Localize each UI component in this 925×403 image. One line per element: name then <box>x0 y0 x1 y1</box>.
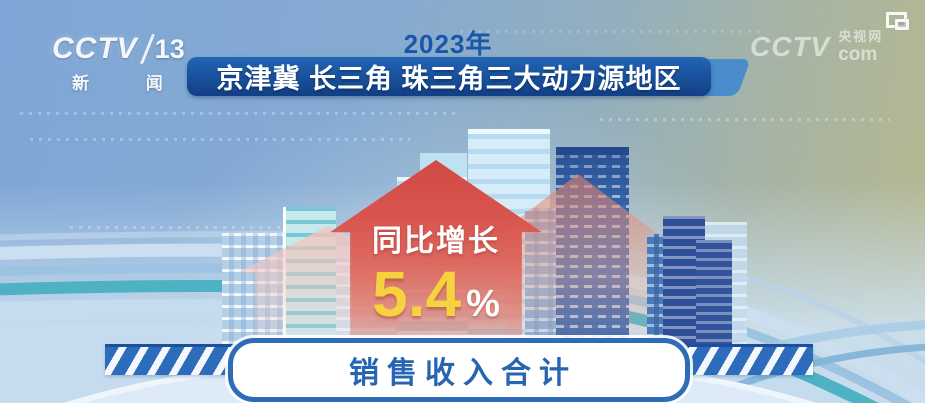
growth-value: 5.4 <box>372 258 462 330</box>
watermark-site-name: 央视网 <box>838 29 884 44</box>
metric-pill: 销售收入合计 <box>228 338 690 402</box>
channel-logo: CCTV 13 新 闻 <box>52 32 189 94</box>
data-noise <box>70 226 330 229</box>
region-banner-label: 京津冀 长三角 珠三角三大动力源地区 <box>216 64 682 94</box>
channel-brand: CCTV <box>52 32 138 65</box>
channel-number: 13 <box>154 33 185 64</box>
watermark-domain: com <box>838 44 878 65</box>
data-noise <box>600 118 890 121</box>
building <box>696 240 732 348</box>
growth-value-row: 5.4 % <box>372 262 500 326</box>
channel-name: 新 闻 <box>72 74 189 93</box>
region-banner: 京津冀 长三角 珠三角三大动力源地区 <box>187 57 711 96</box>
watermark-brand: CCTV <box>750 31 831 62</box>
metric-label: 销售收入合计 <box>349 357 577 390</box>
site-watermark: CCTV 央视网 com <box>750 30 883 64</box>
pip-window-icon[interactable] <box>886 12 912 34</box>
slash-divider <box>139 34 155 64</box>
pip-inner-square <box>895 19 909 30</box>
broadcast-year: 2023年 <box>403 29 493 59</box>
data-noise <box>460 30 760 33</box>
data-noise <box>30 138 410 141</box>
growth-label: 同比增长 <box>372 225 500 258</box>
data-noise <box>20 112 460 115</box>
growth-unit: % <box>466 283 500 325</box>
